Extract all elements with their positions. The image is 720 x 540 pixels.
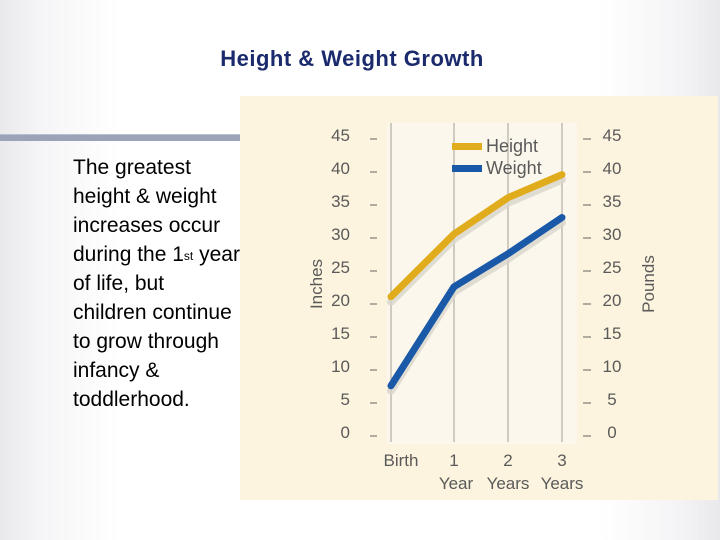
x-tick-sublabel-3: Years [541,474,584,493]
left-tick-label-35: 35 [331,192,350,211]
x-tick-label-0: Birth [384,451,419,470]
right-tick-label-10: 10 [603,357,622,376]
legend-swatch-height [452,143,482,150]
growth-chart: 0 5 10 15 20 25 30 35 40 45 0 5 10 15 20 25 30 35 40 45 Inc… [240,96,718,500]
right-tick-label-5: 5 [607,390,616,409]
right-tick-label-40: 40 [603,159,622,178]
slide-title: Height & Weight Growth [220,46,484,71]
x-tick-label-2: 2 [503,451,512,470]
left-tick-label-25: 25 [331,258,350,277]
right-tick-label-45: 45 [603,126,622,145]
right-tick-label-0: 0 [607,423,616,442]
legend-swatch-weight [452,165,482,172]
left-tick-label-20: 20 [331,291,350,310]
series-line-weight [387,214,566,390]
plot-area [387,123,577,444]
left-tick-label-10: 10 [331,357,350,376]
body-text-superscript: st [183,249,194,263]
legend-label-weight: Weight [486,158,542,178]
right-tick-label-25: 25 [603,258,622,277]
series-shadow-height [387,175,566,306]
body-text-part-1: The greatest height & weight increases o… [73,156,221,266]
x-tick-sublabel-1: Year [439,474,474,493]
right-tick-label-35: 35 [603,192,622,211]
left-tick-label-15: 15 [331,324,350,343]
x-tick-sublabel-2: Years [487,474,530,493]
right-tick-label-20: 20 [603,291,622,310]
accent-line [0,134,240,141]
body-text-part-2: year of life, but children continue to g… [73,243,240,411]
x-tick-label-1: 1 [449,451,458,470]
left-tick-label-40: 40 [331,159,350,178]
series-line-height [387,171,566,301]
right-tick-label-15: 15 [603,324,622,343]
left-axis-title: Inches [307,259,326,309]
left-tick-label-5: 5 [341,390,350,409]
left-tick-label-45: 45 [331,126,350,145]
chart-panel: 0 5 10 15 20 25 30 35 40 45 0 5 10 15 20 25 30 35 40 45 Inc… [240,96,718,500]
x-tick-label-3: 3 [557,451,566,470]
legend-label-height: Height [486,136,538,156]
right-tick-label-30: 30 [603,225,622,244]
right-axis-title: Pounds [639,255,658,313]
body-text: The greatest height & weight increases o… [73,153,243,414]
left-tick-label-30: 30 [331,225,350,244]
left-tick-label-0: 0 [341,423,350,442]
